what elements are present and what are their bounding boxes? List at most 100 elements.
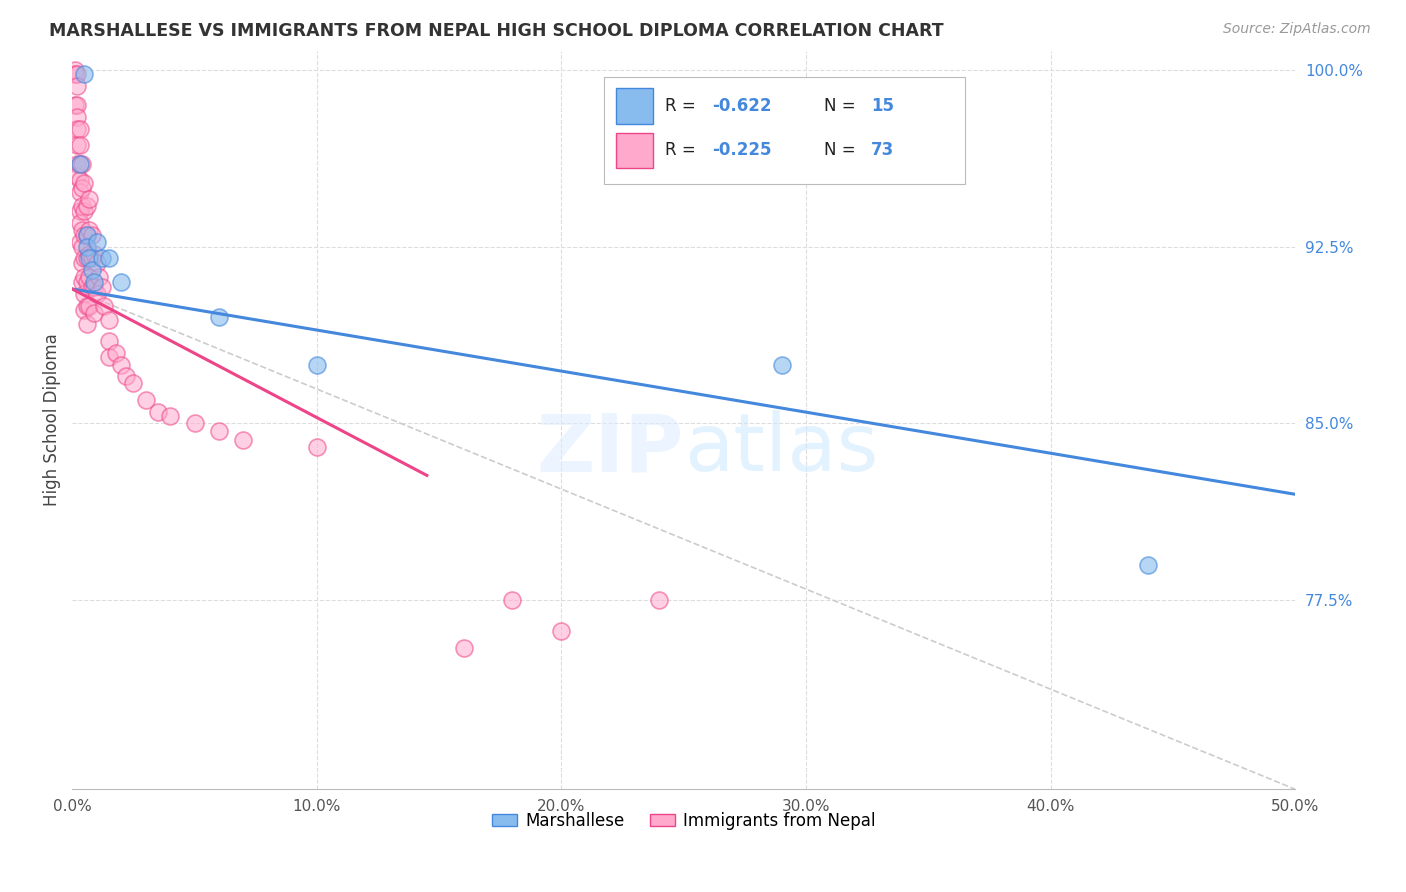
Point (69, 216, 91, 230)
Point (73, 303, 96, 318)
Text: Source: ZipAtlas.com: Source: ZipAtlas.com (1223, 22, 1371, 37)
Point (69, 235, 91, 249)
Text: atlas: atlas (683, 410, 879, 489)
Point (76, 252, 98, 266)
Point (69, 204, 91, 219)
Point (550, 624, 572, 639)
Point (76, 227, 98, 242)
Point (648, 593, 671, 607)
Point (501, 593, 523, 607)
Point (63, 62, 86, 77)
Point (73, 204, 96, 219)
Point (159, 409, 181, 424)
Point (90, 279, 112, 293)
Point (73, 227, 96, 242)
Text: -0.622: -0.622 (711, 97, 772, 115)
Point (97, 252, 120, 266)
Point (76, 227, 98, 242)
Point (80, 252, 103, 266)
Point (770, 358, 793, 372)
Bar (616, 133, 654, 168)
Point (97, 334, 120, 348)
Point (305, 440, 328, 454)
Point (76, 199, 98, 213)
Text: ZIP: ZIP (537, 410, 683, 489)
Point (86, 235, 108, 249)
Point (73, 176, 96, 190)
Point (70, 256, 93, 270)
Point (97, 351, 120, 365)
Point (305, 358, 328, 372)
Point (69, 138, 91, 153)
Legend: Marshallese, Immigrants from Nepal: Marshallese, Immigrants from Nepal (485, 805, 882, 837)
Point (453, 640, 475, 655)
Point (73, 270, 96, 285)
Point (93, 299, 115, 313)
Point (90, 252, 112, 266)
Point (110, 358, 132, 372)
Point (69, 186, 91, 200)
Point (146, 405, 169, 419)
Point (79, 223, 101, 237)
Point (70, 180, 93, 194)
Point (70, 157, 93, 171)
Point (66, 138, 89, 153)
Point (183, 417, 205, 431)
Point (79, 192, 101, 206)
Point (1137, 558, 1160, 572)
Point (70, 199, 93, 213)
Point (76, 299, 98, 313)
Point (66, 67, 89, 81)
Text: R =: R = (665, 142, 702, 160)
Point (83, 275, 105, 289)
Point (122, 376, 145, 391)
Text: 73: 73 (870, 142, 894, 160)
Text: N =: N = (824, 97, 862, 115)
Point (69, 157, 91, 171)
Point (115, 369, 138, 384)
Point (89, 270, 111, 285)
Point (86, 256, 108, 270)
Point (86, 286, 108, 301)
Text: N =: N = (824, 142, 862, 160)
Point (70, 223, 93, 237)
Point (76, 318, 98, 332)
Point (66, 121, 89, 136)
Point (83, 279, 105, 293)
Y-axis label: High School Diploma: High School Diploma (44, 334, 60, 507)
Point (80, 279, 103, 293)
Point (66, 157, 89, 171)
Point (79, 246, 101, 260)
Point (63, 67, 86, 81)
Text: -0.225: -0.225 (711, 142, 772, 160)
Point (79, 252, 101, 266)
Point (208, 424, 231, 438)
Bar (616, 88, 654, 124)
Point (97, 312, 120, 326)
Text: R =: R = (665, 97, 702, 115)
Point (69, 173, 91, 187)
FancyBboxPatch shape (605, 77, 965, 184)
Point (76, 239, 98, 253)
Point (73, 286, 96, 301)
Point (105, 345, 128, 359)
Point (66, 110, 89, 124)
Point (63, 98, 86, 112)
Point (80, 263, 103, 277)
Point (135, 392, 157, 407)
Point (73, 67, 96, 81)
Point (66, 78, 89, 93)
Point (73, 252, 96, 266)
Point (232, 433, 254, 447)
Point (79, 299, 101, 313)
Point (83, 305, 105, 319)
Point (66, 98, 89, 112)
Point (79, 270, 101, 285)
Point (208, 310, 231, 325)
Point (70, 275, 93, 289)
Point (70, 239, 93, 253)
Point (66, 169, 89, 183)
Point (80, 227, 103, 242)
Text: MARSHALLESE VS IMMIGRANTS FROM NEPAL HIGH SCHOOL DIPLOMA CORRELATION CHART: MARSHALLESE VS IMMIGRANTS FROM NEPAL HIG… (49, 22, 943, 40)
Text: 15: 15 (870, 97, 894, 115)
